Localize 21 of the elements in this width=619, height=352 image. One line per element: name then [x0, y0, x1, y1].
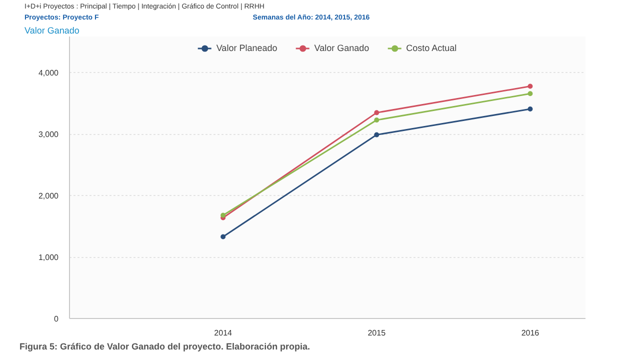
point	[220, 212, 226, 218]
point	[528, 91, 533, 96]
point	[528, 106, 533, 112]
y-tick-label: 4,000	[38, 68, 60, 78]
text: Figura 5: Gráfico de Valor Ganado del proyecto. Elaboración propia.	[20, 342, 310, 352]
y-tick-label: 0	[54, 314, 60, 324]
x-tick-label: 2014	[214, 328, 233, 338]
point	[374, 110, 380, 116]
y-tick-label: 2,000	[38, 192, 60, 201]
legend-label: Valor Ganado	[314, 43, 370, 53]
legend-label: Costo Actual	[406, 43, 457, 53]
y-tick-label: 1,000	[38, 253, 60, 262]
legend-label: Valor Planeado	[216, 43, 278, 53]
y-tick-label: 3,000	[38, 130, 60, 140]
x-tick-label: 2015	[368, 328, 386, 338]
point	[374, 118, 380, 123]
point	[528, 84, 533, 89]
point	[220, 234, 226, 240]
point	[374, 132, 380, 138]
x-tick-label: 2016	[521, 328, 540, 338]
chart-title: Valor Ganado	[24, 26, 80, 36]
